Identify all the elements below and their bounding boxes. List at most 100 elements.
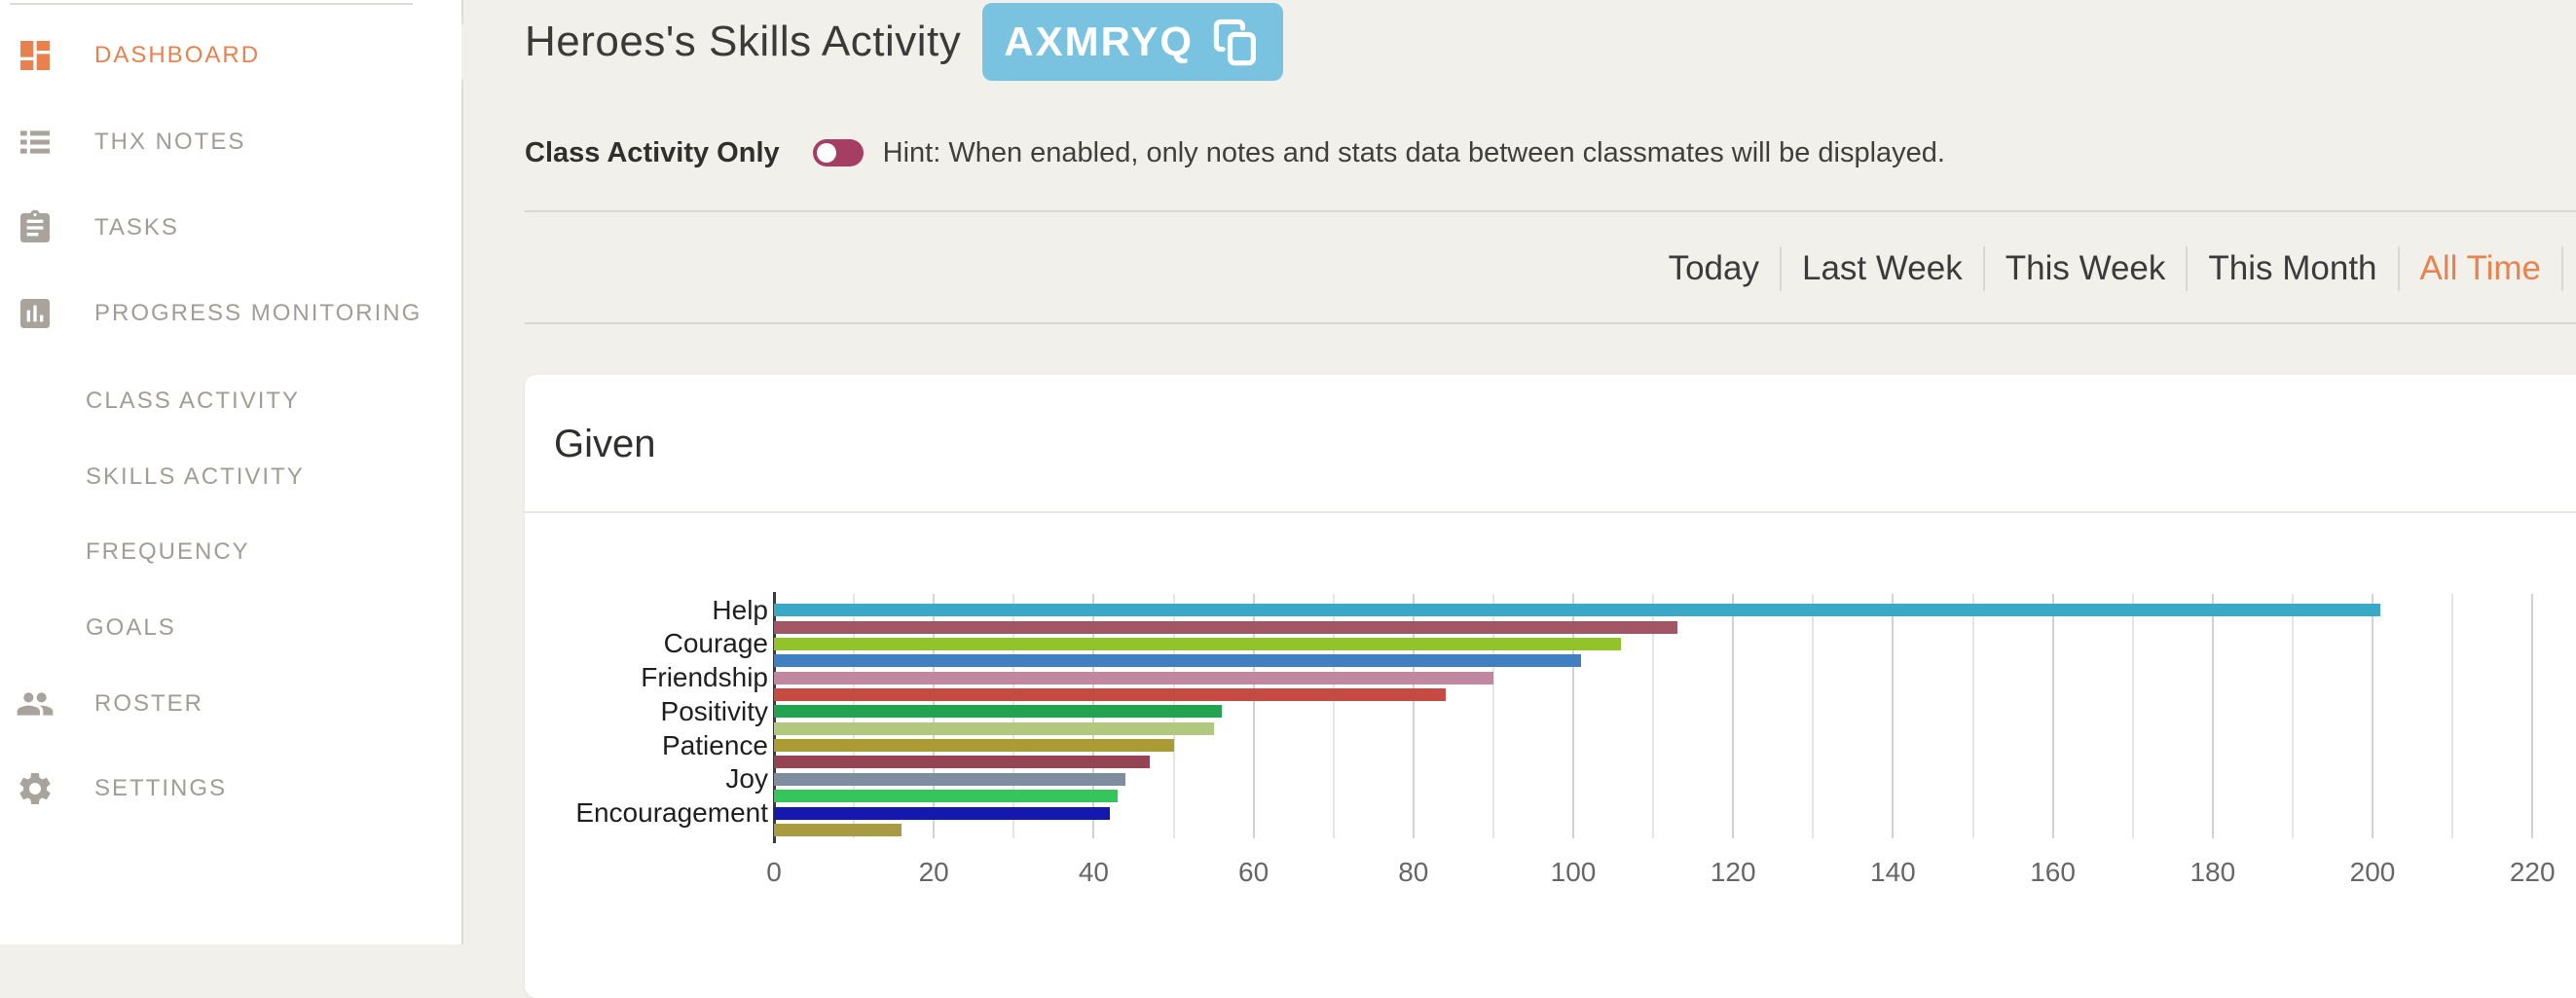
gridline-100 (1572, 594, 1574, 838)
gridline-90 (1491, 594, 1494, 838)
filter-separator (1780, 246, 1782, 291)
category-label-help: Help (712, 594, 768, 625)
sidebar-item-label: ROSTER (94, 690, 204, 717)
bar-skill-8 (774, 721, 1214, 735)
gridline-180 (2211, 594, 2214, 838)
sidebar-item-label: CLASS ACTIVITY (86, 388, 301, 414)
bar-skill-6 (774, 687, 1446, 701)
sidebar-item-settings[interactable]: SETTINGS (0, 759, 461, 818)
gridline-160 (2051, 594, 2054, 838)
gridline-130 (1812, 594, 1815, 838)
sidebar-top-divider (10, 3, 413, 5)
bar-help (774, 604, 2381, 617)
bar-skill-4 (774, 654, 1582, 668)
sidebar: DASHBOARD THX NOTES TASKS PROGRESS MONITORI… (0, 0, 461, 944)
bar-positivity (774, 705, 1222, 719)
dashboard-icon (16, 36, 55, 75)
category-label-encouragement: Encouragement (575, 797, 768, 828)
sidebar-item-label: GOALS (86, 614, 176, 641)
copy-icon[interactable] (1211, 17, 1262, 67)
bar-chart-icon (16, 294, 55, 333)
sidebar-item-frequency[interactable]: FREQUENCY (0, 523, 461, 581)
divider-top (525, 210, 2576, 212)
x-tick-0: 0 (766, 857, 782, 887)
sidebar-item-class-activity[interactable]: CLASS ACTIVITY (0, 372, 461, 430)
sidebar-item-skills-activity[interactable]: SKILLS ACTIVITY (0, 448, 461, 506)
sidebar-item-roster[interactable]: ROSTER (0, 675, 461, 733)
category-label-courage: Courage (663, 628, 768, 659)
gridline-210 (2451, 594, 2454, 838)
gridline-120 (1732, 594, 1735, 838)
category-label-positivity: Positivity (660, 695, 768, 726)
x-tick-20: 20 (918, 857, 949, 887)
sidebar-item-goals[interactable]: GOALS (0, 599, 461, 657)
x-tick-220: 220 (2509, 857, 2556, 887)
sidebar-item-thx-notes[interactable]: THX NOTES (0, 113, 461, 171)
time-filter-today[interactable]: Today (1668, 249, 1759, 287)
category-label-friendship: Friendship (641, 662, 768, 693)
sidebar-item-label: PROGRESS MONITORING (94, 300, 423, 326)
bar-skill-2 (774, 620, 1677, 634)
x-tick-40: 40 (1078, 857, 1109, 887)
divider-bottom (525, 322, 2576, 324)
gridline-170 (2131, 594, 2134, 838)
chart-plot-area (773, 592, 2576, 925)
filter-separator (2397, 246, 2400, 291)
gridline-220 (2531, 594, 2534, 838)
sidebar-item-dashboard[interactable]: DASHBOARD (0, 26, 461, 85)
sidebar-item-progress-monitoring[interactable]: PROGRESS MONITORING (0, 284, 461, 343)
toggle-knob (816, 143, 836, 163)
filter-separator (1982, 246, 1985, 291)
main-content: Heroes's Skills Activity AXMRYQ Class Ac… (431, 0, 2576, 998)
class-code-badge[interactable]: AXMRYQ (982, 3, 1284, 81)
bar-courage (774, 637, 1622, 650)
time-filter-all-time[interactable]: All Time (2419, 249, 2541, 287)
filter-separator (2561, 246, 2563, 291)
x-tick-100: 100 (1550, 857, 1597, 887)
time-filter-this-week[interactable]: This Week (2005, 249, 2166, 287)
people-icon (16, 684, 55, 723)
gridline-80 (1412, 594, 1415, 838)
class-activity-only-toggle[interactable] (812, 139, 864, 166)
x-tick-140: 140 (1870, 857, 1916, 887)
bar-friendship (774, 671, 1493, 684)
x-tick-120: 120 (1710, 857, 1756, 887)
sidebar-item-label: FREQUENCY (86, 538, 250, 565)
gridline-140 (1892, 594, 1895, 838)
bar-encouragement (774, 806, 1110, 820)
x-tick-60: 60 (1238, 857, 1270, 887)
sidebar-item-label: DASHBOARD (94, 42, 261, 68)
given-card-title: Given (554, 423, 656, 465)
gridline-190 (2291, 594, 2294, 838)
filter-separator (2186, 246, 2189, 291)
sidebar-item-label: SETTINGS (94, 775, 228, 801)
x-tick-160: 160 (2030, 857, 2076, 887)
time-filter-bar: Today Last Week This Week This Month All Tim… (1648, 240, 2576, 297)
bar-skill-10 (774, 756, 1150, 769)
category-label-joy: Joy (725, 763, 768, 795)
category-label-patience: Patience (662, 729, 768, 760)
sidebar-item-tasks[interactable]: TASKS (0, 199, 461, 257)
x-tick-200: 200 (2349, 857, 2396, 887)
bar-skill-14 (774, 823, 902, 836)
gridline-200 (2372, 594, 2374, 838)
skills-bar-chart: Help Courage Friendship Positivity Patience J… (525, 592, 2576, 925)
sidebar-item-label: TASKS (94, 214, 179, 240)
sidebar-item-label: THX NOTES (94, 129, 246, 155)
bar-joy (774, 772, 1126, 786)
page-title: Heroes's Skills Activity (525, 18, 962, 65)
bar-skill-12 (774, 790, 1119, 803)
time-filter-this-month[interactable]: This Month (2208, 249, 2377, 287)
class-activity-only-label: Class Activity Only (525, 136, 780, 168)
list-icon (16, 123, 55, 162)
bar-patience (774, 739, 1174, 753)
time-filter-last-week[interactable]: Last Week (1802, 249, 1963, 287)
gridline-60 (1252, 594, 1255, 838)
x-tick-80: 80 (1398, 857, 1429, 887)
gear-icon (16, 769, 55, 808)
gridline-110 (1652, 594, 1655, 838)
gridline-70 (1332, 594, 1335, 838)
x-tick-180: 180 (2190, 857, 2236, 887)
given-card: Given Help Courage Friendship Positivity Pat… (525, 375, 2576, 998)
sidebar-item-label: SKILLS ACTIVITY (86, 463, 305, 490)
